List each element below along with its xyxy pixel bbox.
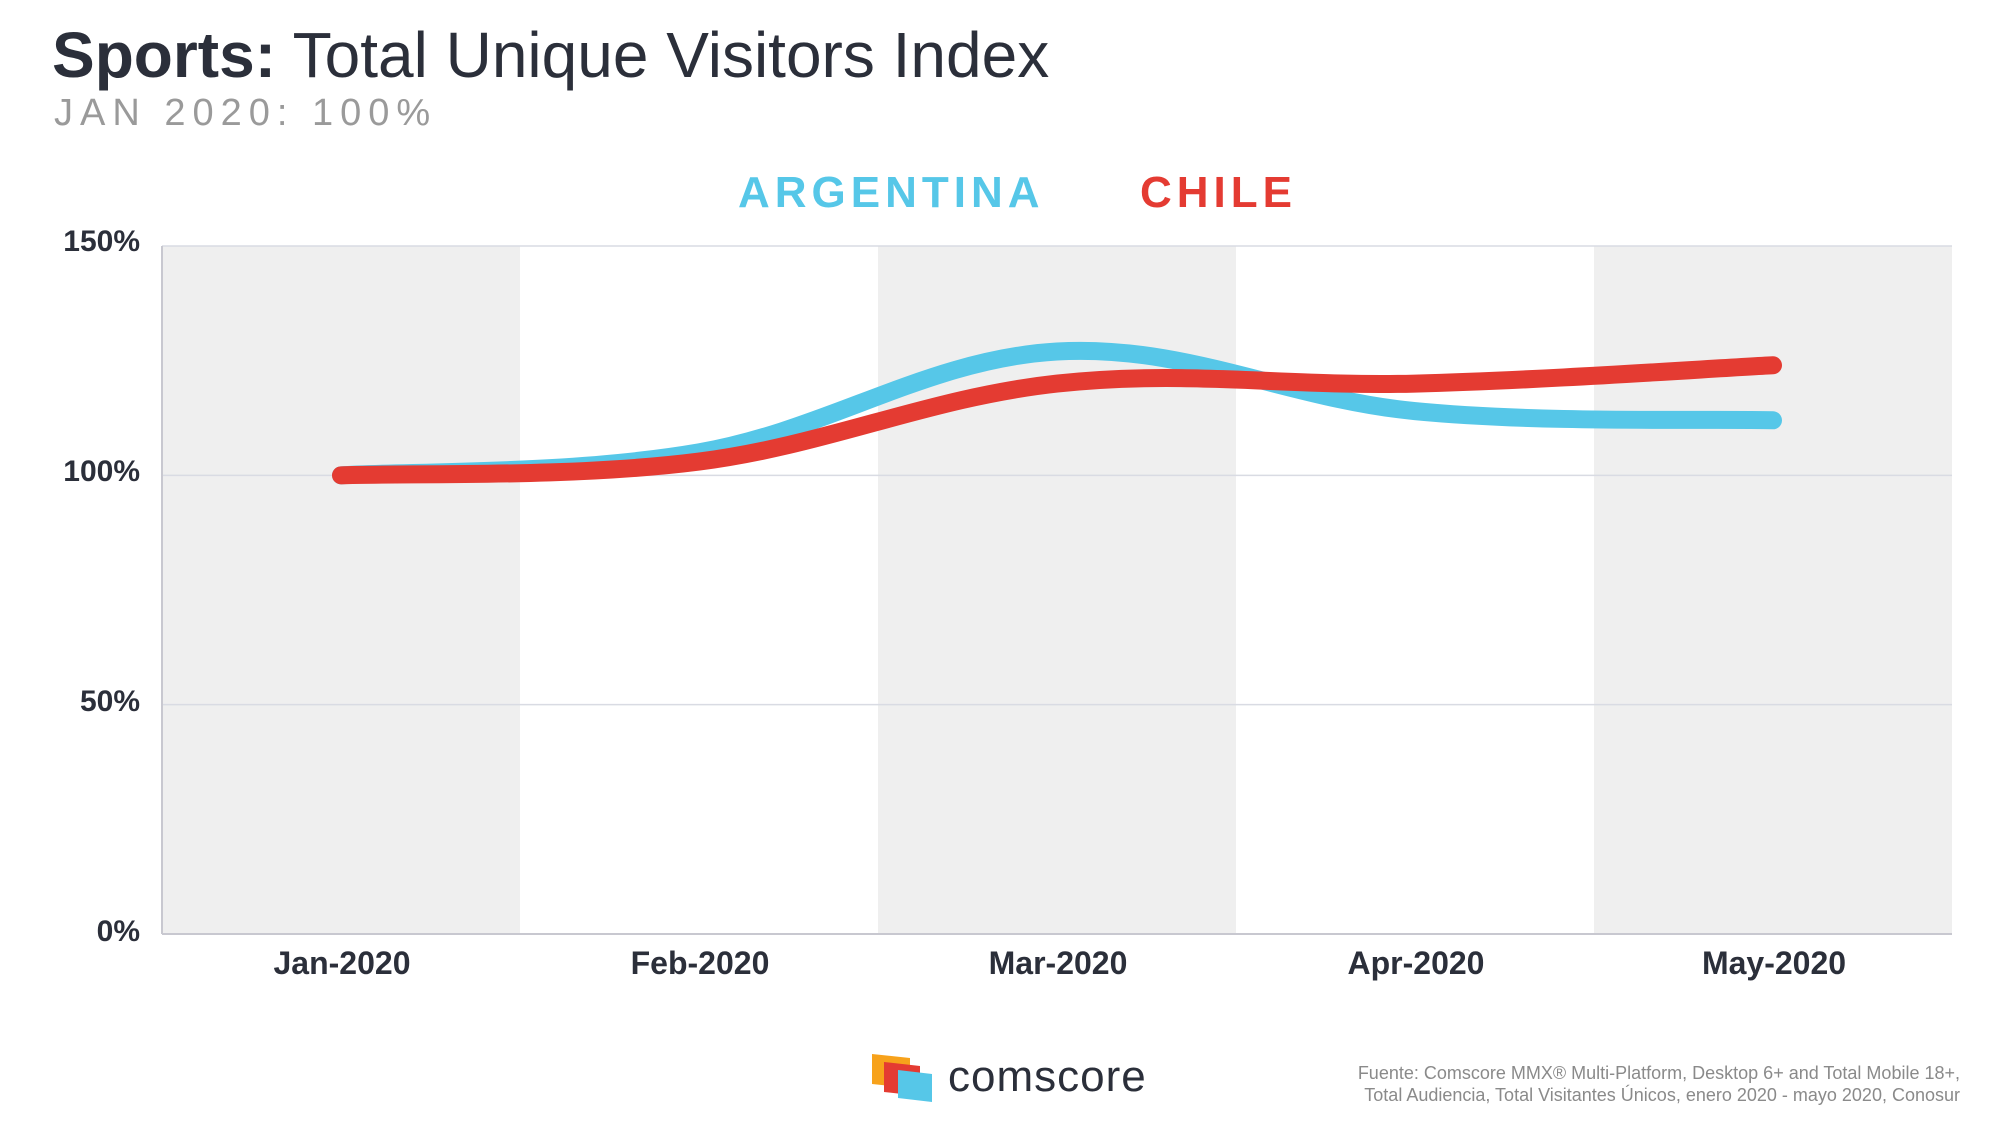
x-tick-apr-2020: Apr-2020 bbox=[1347, 945, 1485, 981]
chart-subtitle: JAN 2020: 100% bbox=[54, 92, 438, 134]
x-tick-mar-2020: Mar-2020 bbox=[988, 945, 1128, 981]
comscore-logo-icon bbox=[872, 1054, 932, 1102]
chart-title-rest: Total Unique Visitors Index bbox=[292, 19, 1050, 91]
y-tick-150: 150% bbox=[63, 225, 140, 258]
source-line-1: Fuente: Comscore MMX® Multi-Platform, De… bbox=[1357, 1063, 1960, 1083]
source-line-2: Total Audiencia, Total Visitantes Únicos… bbox=[1364, 1085, 1960, 1105]
chart-title: Sports: Total Unique Visitors Index bbox=[52, 18, 1049, 92]
comscore-wordmark: comscore bbox=[948, 1052, 1147, 1101]
x-tick-may-2020: May-2020 bbox=[1701, 945, 1847, 981]
legend-argentina: ARGENTINA bbox=[738, 168, 1045, 217]
x-tick-feb-2020: Feb-2020 bbox=[630, 945, 770, 981]
chart-title-bold: Sports: bbox=[52, 19, 276, 91]
series-line-chile bbox=[332, 356, 1782, 485]
column-band bbox=[162, 246, 520, 934]
legend-chile: CHILE bbox=[1140, 168, 1297, 217]
column-band bbox=[1594, 246, 1952, 934]
y-tick-50: 50% bbox=[79, 685, 140, 718]
y-tick-100: 100% bbox=[63, 455, 140, 488]
x-tick-jan-2020: Jan-2020 bbox=[273, 945, 411, 981]
source-note: Fuente: Comscore MMX® Multi-Platform, De… bbox=[1200, 1062, 1960, 1106]
y-tick-0: 0% bbox=[96, 915, 140, 948]
